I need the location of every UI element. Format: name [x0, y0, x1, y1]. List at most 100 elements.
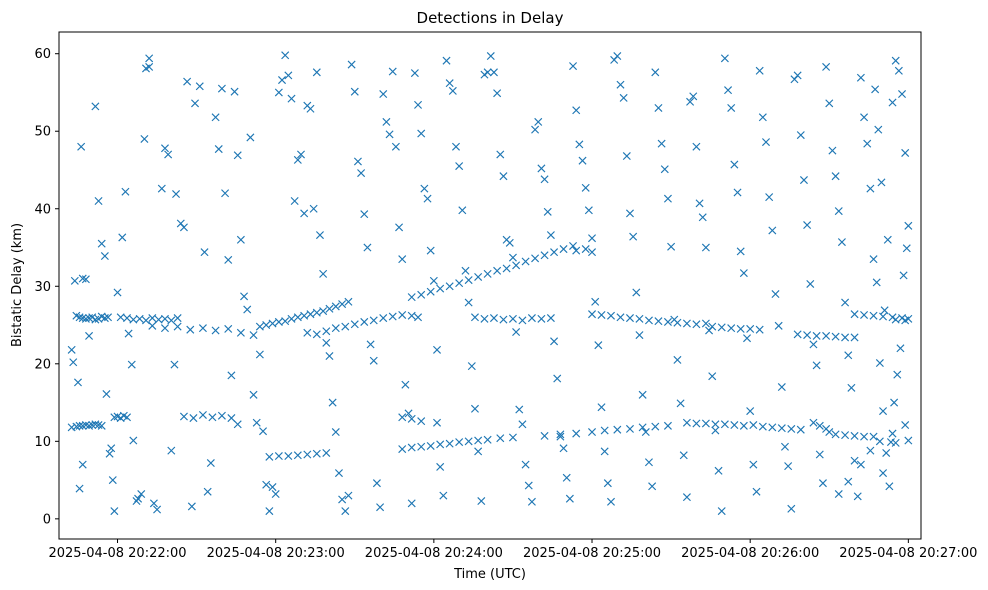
data-point-marker: [217, 84, 226, 93]
data-point-marker: [306, 310, 315, 319]
data-point-marker: [379, 90, 388, 99]
data-point-marker: [550, 248, 559, 257]
data-point-marker: [527, 314, 536, 323]
data-point-marker: [879, 469, 888, 478]
data-point-marker: [787, 504, 796, 513]
data-point-marker: [104, 313, 113, 322]
data-point-marker: [682, 418, 691, 427]
data-point-marker: [837, 238, 846, 247]
data-point-marker: [901, 148, 910, 157]
data-point-marker: [388, 312, 397, 321]
y-tick-label: 30: [34, 280, 51, 295]
data-point-marker: [458, 206, 467, 215]
data-point-marker: [265, 452, 274, 461]
data-point-marker: [847, 383, 856, 392]
data-point-marker: [325, 304, 334, 313]
data-point-marker: [591, 297, 600, 306]
data-point-marker: [651, 422, 660, 431]
plot-frame: [58, 31, 922, 540]
data-point-marker: [904, 436, 913, 445]
data-point-marker: [584, 206, 593, 215]
data-point-marker: [353, 157, 362, 166]
data-point-marker: [871, 85, 880, 94]
data-point-marker: [414, 100, 423, 109]
data-point-marker: [758, 113, 767, 122]
data-point-marker: [293, 155, 302, 164]
data-point-marker: [635, 331, 644, 340]
data-point-marker: [105, 449, 114, 458]
data-point-marker: [344, 297, 353, 306]
data-point-marker: [676, 399, 685, 408]
data-point-marker: [398, 413, 407, 422]
data-point-marker: [360, 210, 369, 219]
data-point-marker: [206, 459, 215, 468]
data-point-marker: [809, 418, 818, 427]
data-point-marker: [183, 77, 192, 86]
data-point-marker: [78, 314, 87, 323]
data-point-marker: [822, 331, 831, 340]
data-point-marker: [221, 189, 230, 198]
data-point-marker: [556, 430, 565, 439]
data-point-marker: [249, 390, 258, 399]
data-point-marker: [875, 437, 884, 446]
data-point-marker: [890, 398, 899, 407]
data-point-marker: [398, 255, 407, 264]
data-point-marker: [233, 420, 242, 429]
data-point-marker: [407, 311, 416, 320]
data-point-marker: [899, 271, 908, 280]
data-point-marker: [625, 209, 634, 218]
data-point-marker: [886, 438, 895, 447]
data-point-marker: [464, 437, 473, 446]
data-point-marker: [85, 331, 94, 340]
data-point-marker: [410, 69, 419, 78]
data-point-marker: [831, 430, 840, 439]
data-point-marker: [259, 427, 268, 436]
x-tick-label: 2025-04-08 20:22:00: [48, 546, 186, 561]
data-point-marker: [850, 333, 859, 342]
data-point-marker: [524, 481, 533, 490]
data-point-marker: [692, 419, 701, 428]
data-point-marker: [818, 479, 827, 488]
data-point-marker: [191, 99, 200, 108]
data-point-marker: [815, 421, 824, 430]
data-point-marker: [281, 317, 290, 326]
data-point-marker: [341, 322, 350, 331]
data-point-marker: [866, 184, 875, 193]
data-point-marker: [102, 390, 111, 399]
data-point-marker: [179, 412, 188, 421]
data-point-marker: [455, 279, 464, 288]
data-point-marker: [227, 371, 236, 380]
data-point-marker: [527, 497, 536, 506]
data-point-marker: [341, 507, 350, 516]
data-point-marker: [309, 204, 318, 213]
data-point-marker: [898, 90, 907, 99]
data-point-marker: [663, 194, 672, 203]
data-point-marker: [300, 209, 309, 218]
data-point-marker: [388, 67, 397, 76]
data-point-marker: [616, 313, 625, 322]
data-point-marker: [455, 162, 464, 171]
data-point-marker: [588, 248, 597, 257]
data-point-marker: [331, 324, 340, 333]
data-point-marker: [746, 324, 755, 333]
data-point-marker: [736, 247, 745, 256]
data-point-marker: [252, 418, 261, 427]
data-point-marker: [654, 317, 663, 326]
data-point-marker: [477, 497, 486, 506]
x-tick-label: 2025-04-08 20:23:00: [207, 546, 345, 561]
data-point-marker: [638, 390, 647, 399]
data-point-marker: [100, 252, 109, 261]
data-point-marker: [439, 491, 448, 500]
data-point-marker: [417, 290, 426, 299]
data-point-marker: [303, 328, 312, 337]
data-point-marker: [85, 314, 94, 323]
data-point-marker: [705, 326, 714, 335]
data-point-marker: [698, 213, 707, 222]
data-point-marker: [531, 125, 540, 134]
data-point-marker: [100, 314, 109, 323]
data-point-marker: [825, 428, 834, 437]
data-point-marker: [543, 207, 552, 216]
data-point-marker: [793, 330, 802, 339]
data-point-marker: [828, 146, 837, 155]
